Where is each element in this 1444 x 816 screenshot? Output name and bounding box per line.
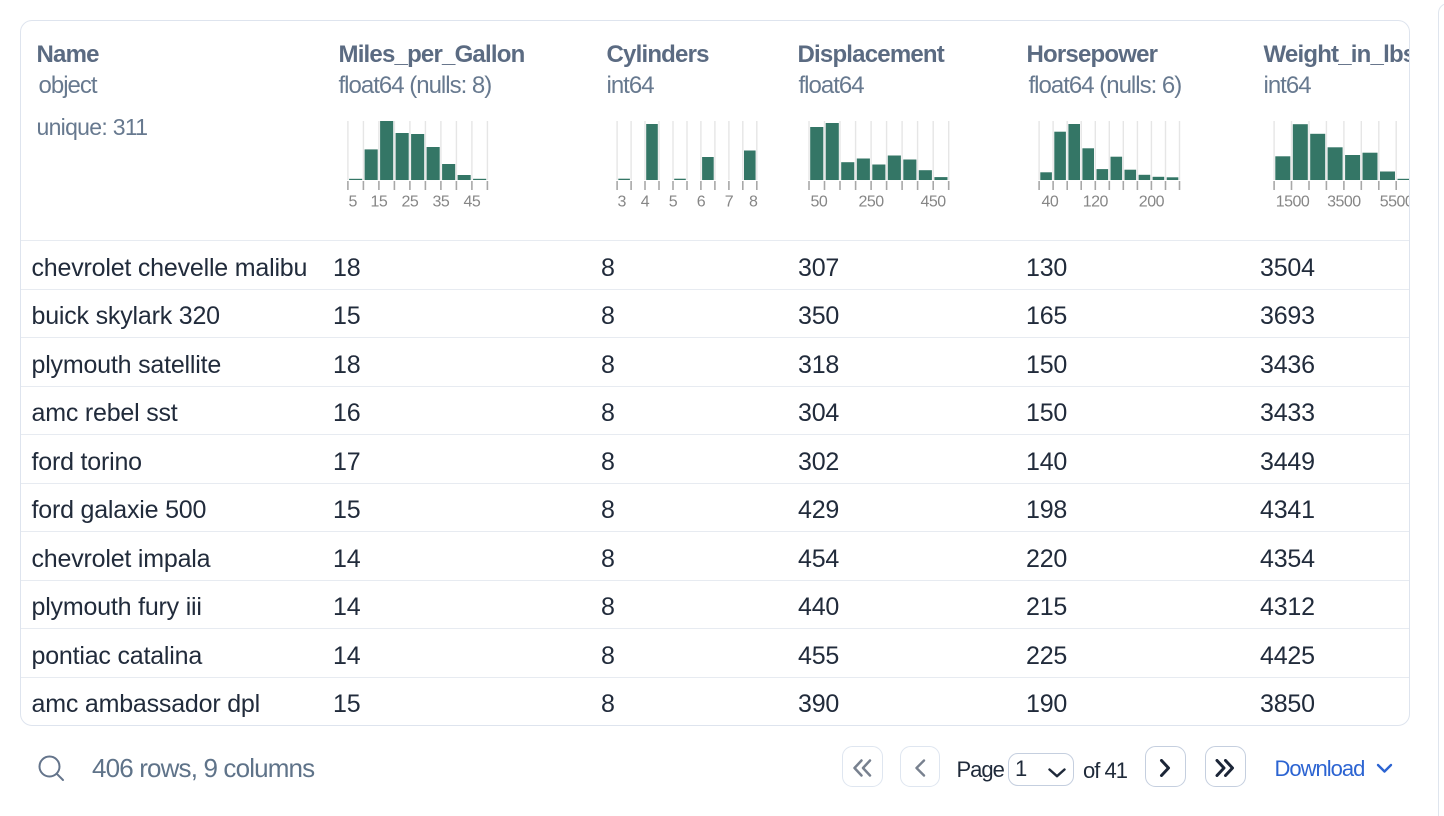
svg-text:45: 45 — [464, 193, 481, 210]
svg-text:1500: 1500 — [1276, 193, 1310, 210]
svg-text:15: 15 — [371, 193, 388, 210]
svg-text:5: 5 — [349, 193, 358, 210]
svg-text:5: 5 — [669, 193, 678, 210]
svg-text:3: 3 — [618, 193, 627, 210]
svg-text:250: 250 — [858, 193, 884, 210]
svg-text:6: 6 — [697, 193, 706, 210]
svg-text:7: 7 — [725, 193, 734, 210]
svg-text:40: 40 — [1042, 193, 1059, 210]
svg-text:35: 35 — [433, 193, 450, 210]
svg-text:8: 8 — [749, 193, 758, 210]
svg-text:120: 120 — [1083, 193, 1109, 210]
svg-text:200: 200 — [1139, 193, 1165, 210]
svg-text:25: 25 — [402, 193, 419, 210]
svg-text:3500: 3500 — [1327, 193, 1361, 210]
svg-text:5500: 5500 — [1380, 193, 1410, 210]
svg-text:4: 4 — [641, 193, 650, 210]
svg-text:450: 450 — [920, 193, 946, 210]
svg-text:50: 50 — [811, 193, 828, 210]
